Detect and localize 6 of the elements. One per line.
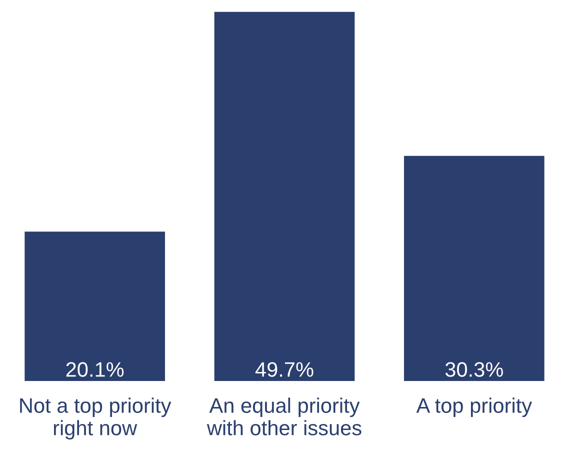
x-tick-label: An equal priority with other issues xyxy=(206,398,362,436)
data-label: 20.1% xyxy=(66,362,124,377)
x-tick-label: Not a top priority right now xyxy=(20,398,172,440)
x-tick-label: A top priority xyxy=(416,398,532,418)
data-label: 30.3% xyxy=(445,362,503,377)
data-label: 49.7% xyxy=(255,362,314,377)
